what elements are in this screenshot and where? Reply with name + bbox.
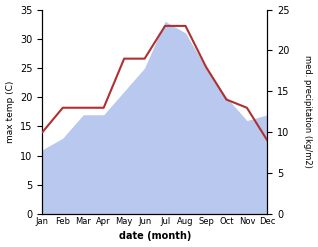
Y-axis label: max temp (C): max temp (C) — [5, 81, 15, 143]
Y-axis label: med. precipitation (kg/m2): med. precipitation (kg/m2) — [303, 55, 313, 168]
X-axis label: date (month): date (month) — [119, 231, 191, 242]
